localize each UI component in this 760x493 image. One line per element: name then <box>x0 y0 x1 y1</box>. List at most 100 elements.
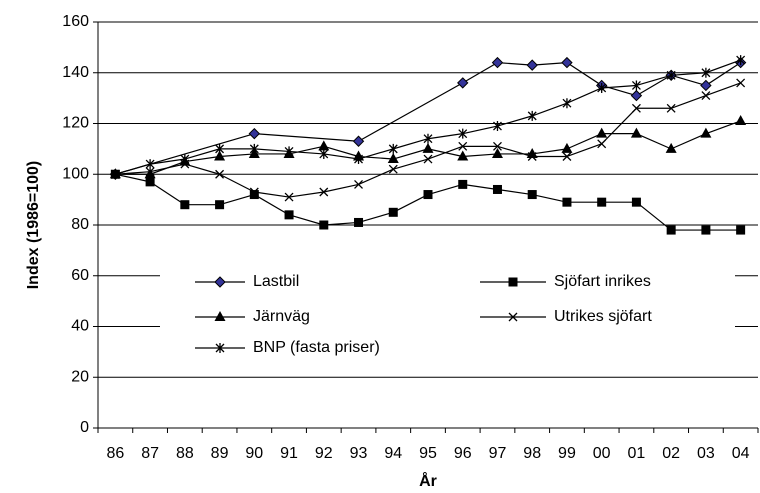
line-segment <box>358 148 394 160</box>
marker <box>491 56 504 69</box>
legend-label: BNP (fasta priser) <box>253 339 380 356</box>
marker <box>736 55 746 66</box>
line-segment <box>254 194 290 216</box>
marker <box>214 311 226 321</box>
x-tick-label: 89 <box>211 445 229 462</box>
marker <box>215 200 225 210</box>
x-tick-label: 91 <box>280 445 298 462</box>
x-tick-label: 87 <box>141 445 159 462</box>
line-segment <box>497 145 533 158</box>
x-axis-label: År <box>419 471 437 490</box>
legend-label: Järnväg <box>253 308 310 325</box>
line-segment <box>392 194 429 213</box>
line-segment <box>219 153 255 158</box>
legend-label: Lastbil <box>253 273 299 290</box>
line-segment <box>532 148 568 155</box>
y-tick-label: 120 <box>62 115 89 132</box>
x-tick-label: 88 <box>176 445 194 462</box>
marker <box>180 200 190 210</box>
marker <box>144 168 156 179</box>
marker <box>388 164 398 174</box>
marker <box>493 121 502 132</box>
marker <box>354 217 364 227</box>
line-segment <box>393 138 429 150</box>
line-segment <box>115 173 151 183</box>
line-segment <box>323 145 359 158</box>
line-segment <box>497 188 533 196</box>
line-segment <box>566 87 602 104</box>
line-segment <box>705 82 741 97</box>
marker <box>145 177 155 187</box>
x-tick-label: 92 <box>315 445 333 462</box>
line-segment <box>462 183 498 191</box>
line-segment <box>288 191 324 198</box>
y-tick-label: 80 <box>71 216 89 233</box>
line-segment <box>427 145 463 160</box>
x-tick-label: 97 <box>489 445 507 462</box>
marker <box>319 187 329 197</box>
x-tick-label: 03 <box>697 445 715 462</box>
marker <box>145 167 155 177</box>
legend-box <box>160 262 735 360</box>
x-tick-label: 99 <box>558 445 576 462</box>
marker <box>354 154 363 165</box>
x-tick-label: 90 <box>245 445 263 462</box>
marker <box>352 135 365 147</box>
line-segment <box>601 107 637 145</box>
line-segment <box>532 193 568 203</box>
line-segment <box>289 150 324 155</box>
x-tick-label: 98 <box>523 445 541 462</box>
x-tick-label: 93 <box>350 445 368 462</box>
line-segment <box>462 125 498 135</box>
line-segment <box>566 143 602 158</box>
line-segment <box>636 201 672 231</box>
marker <box>562 197 572 207</box>
marker <box>423 190 433 200</box>
line-segment <box>566 133 602 150</box>
marker <box>526 59 538 71</box>
marker <box>492 184 502 194</box>
line-segment <box>636 74 672 87</box>
marker <box>527 152 537 161</box>
line-segment <box>462 153 498 158</box>
line-segment <box>671 72 706 76</box>
x-tick-label: 01 <box>628 445 646 462</box>
marker <box>388 207 398 217</box>
marker <box>701 67 711 78</box>
marker <box>700 127 712 138</box>
legend-label: Sjöfart inrikes <box>554 273 651 290</box>
legend: Lastbil Sjöfart inrikes Järnväg Utrikes sjö… <box>160 262 735 360</box>
legend-label: Utrikes sjöfart <box>554 308 652 325</box>
marker <box>700 79 712 92</box>
line-segment <box>705 120 741 135</box>
x-tick-label: 02 <box>662 445 680 462</box>
y-tick-label: 40 <box>71 318 89 335</box>
marker <box>508 277 518 287</box>
line-segment <box>115 163 151 175</box>
marker <box>631 103 641 113</box>
y-axis-label: Index (1986=100) <box>25 161 42 290</box>
x-tick-label: 95 <box>419 445 437 462</box>
marker <box>110 169 120 180</box>
line-segment <box>670 74 707 87</box>
marker <box>249 187 259 197</box>
x-tick-label: 00 <box>593 445 611 462</box>
line-segment <box>497 62 533 66</box>
marker <box>457 150 469 161</box>
line-segment <box>705 59 741 74</box>
line-segment <box>670 133 707 150</box>
marker <box>561 142 573 153</box>
marker <box>457 77 469 89</box>
y-tick-label: 140 <box>62 64 89 81</box>
line-segment <box>393 158 429 170</box>
y-tick-label: 20 <box>71 368 89 385</box>
line-segment <box>323 183 359 193</box>
line-segment <box>219 173 255 193</box>
marker <box>493 141 502 151</box>
marker <box>735 114 747 125</box>
marker <box>508 312 518 322</box>
marker <box>527 190 537 200</box>
x-tick-label: 96 <box>454 445 472 462</box>
marker <box>423 154 433 164</box>
